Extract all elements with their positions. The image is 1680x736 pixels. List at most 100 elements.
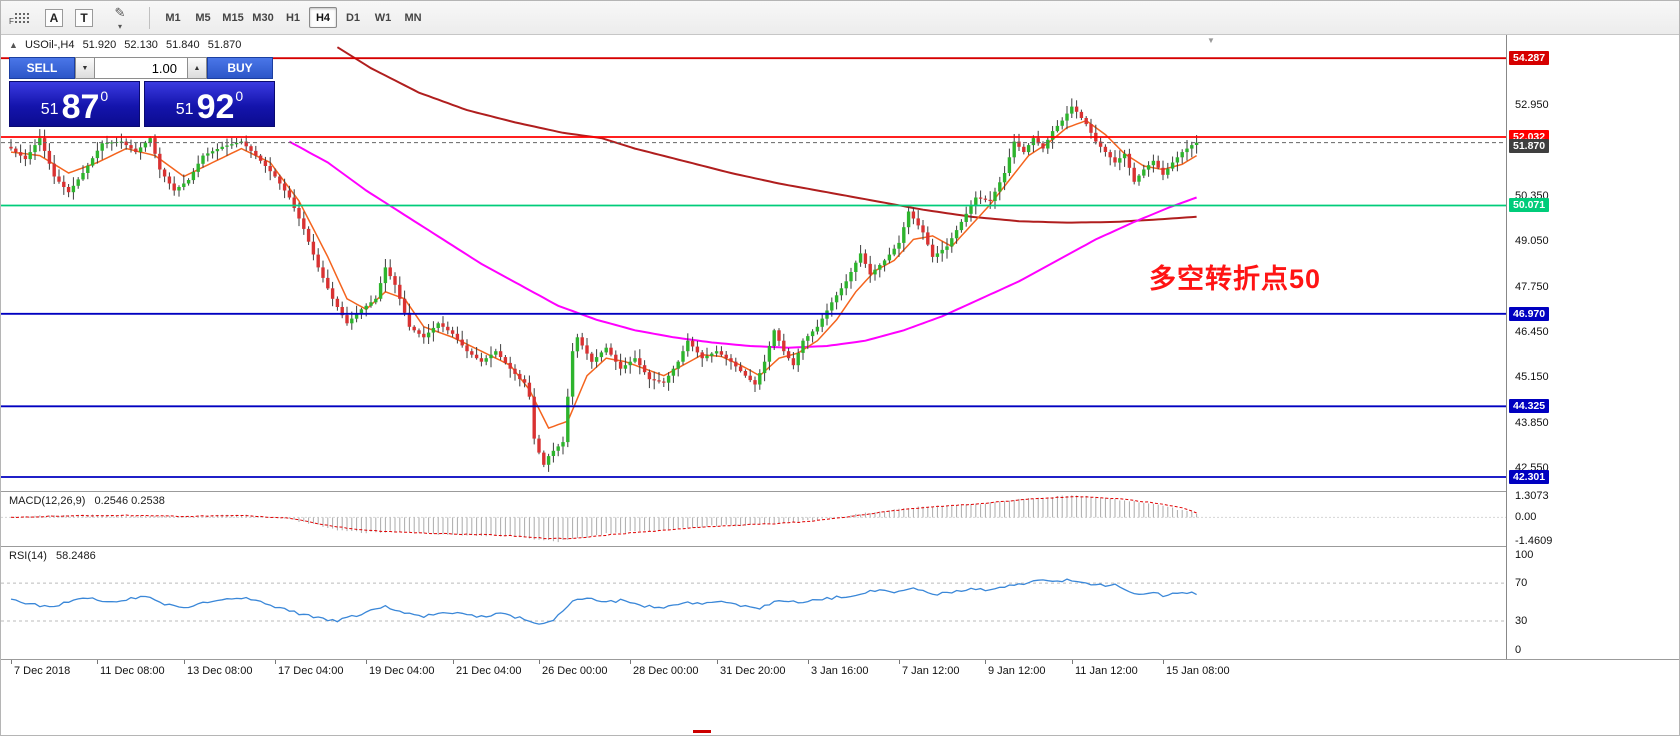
time-tick <box>275 660 276 664</box>
tf-button-m1[interactable]: M1 <box>159 7 187 28</box>
hline-badge-50.071: 50.071 <box>1509 198 1550 213</box>
panel-separator[interactable] <box>1 491 1679 492</box>
volume-increase-button[interactable]: ▲ <box>187 57 207 79</box>
symbol-label: USOil-,H4 <box>24 39 75 51</box>
tf-button-mn[interactable]: MN <box>399 7 427 28</box>
price-tick-45.150: 45.150 <box>1515 371 1549 384</box>
macd-chart-canvas[interactable] <box>1 492 1506 546</box>
pencil-icon: ✎ <box>114 4 126 20</box>
volume-decrease-button[interactable]: ▼ <box>75 57 95 79</box>
buy-price-button[interactable]: 51 92 0 <box>144 81 275 127</box>
tf-button-h1[interactable]: H1 <box>279 7 307 28</box>
time-label: 13 Dec 08:00 <box>187 665 253 677</box>
toolbar: F A T ✎ ▾ M1 M5 M15 M30 H1 H4 D1 W1 MN <box>1 1 1679 35</box>
time-tick <box>366 660 367 664</box>
bottom-strip <box>1 685 1679 735</box>
time-label: 17 Dec 04:00 <box>278 665 344 677</box>
rsi-value: 58.2486 <box>55 550 96 562</box>
time-scale[interactable]: 7 Dec 2018 11 Dec 08:00 13 Dec 08:00 17 Dec… <box>1 660 1679 685</box>
timeframe-group: M1 M5 M15 M30 H1 H4 D1 W1 MN <box>158 7 428 28</box>
bid-pipette: 0 <box>100 88 109 104</box>
time-label: 11 Jan 12:00 <box>1075 665 1138 677</box>
hline-badge-42.301: 42.301 <box>1509 469 1550 484</box>
bid-big-digits: 87 <box>61 88 100 126</box>
rsi-tick-100: 100 <box>1515 548 1534 561</box>
chart-header: ▲ USOil-,H4 51.920 52.130 51.840 51.870 <box>9 39 246 51</box>
time-tick <box>453 660 454 664</box>
chevron-down-icon: ▾ <box>117 21 122 31</box>
price-tick-43.850: 43.850 <box>1515 416 1549 429</box>
tf-button-m15[interactable]: M15 <box>219 7 247 28</box>
close-value: 51.870 <box>207 39 242 51</box>
time-tick <box>899 660 900 664</box>
time-label: 9 Jan 12:00 <box>988 665 1046 677</box>
time-tick <box>539 660 540 664</box>
price-tick-52.950: 52.950 <box>1515 98 1549 111</box>
volume-input[interactable] <box>95 57 187 79</box>
bid-price-badge: 51.870 <box>1509 138 1550 153</box>
grid-tool-button[interactable]: F <box>7 6 37 30</box>
rsi-tick-30: 30 <box>1515 615 1528 628</box>
tf-button-w1[interactable]: W1 <box>369 7 397 28</box>
time-label: 11 Dec 08:00 <box>100 665 165 677</box>
tf-button-m30[interactable]: M30 <box>249 7 277 28</box>
price-tick-46.450: 46.450 <box>1515 326 1549 338</box>
price-scale[interactable]: 52.95051.65050.35049.05047.75046.45045.1… <box>1506 35 1679 659</box>
time-tick <box>97 660 98 664</box>
bid-prefix: 51 <box>40 101 59 118</box>
rsi-title: RSI(14) <box>9 550 47 562</box>
chevron-up-icon: ▲ <box>193 64 201 72</box>
macd-label: MACD(12,26,9) 0.2546 0.2538 <box>9 495 165 507</box>
rsi-chart-canvas[interactable] <box>1 547 1506 659</box>
rsi-panel: RSI(14) 58.2486 <box>1 547 1506 659</box>
chart-shift-marker[interactable]: ▼ <box>1207 36 1215 45</box>
macd-tick-1.3073: 1.3073 <box>1515 489 1549 502</box>
trade-controls-row: SELL ▼ ▲ BUY <box>9 57 275 79</box>
hline-badge-46.970: 46.970 <box>1509 306 1550 321</box>
panel-separator[interactable] <box>1 546 1679 547</box>
letter-a-icon: A <box>45 8 63 27</box>
time-tick <box>184 660 185 664</box>
time-label: 7 Dec 2018 <box>14 665 71 677</box>
hline-badge-44.325: 44.325 <box>1509 399 1550 414</box>
time-label: 28 Dec 00:00 <box>633 665 699 677</box>
price-tick-47.750: 47.750 <box>1515 280 1549 293</box>
one-click-toggle-icon[interactable]: ▲ <box>9 40 18 50</box>
price-tick-49.050: 49.050 <box>1515 235 1549 248</box>
tf-button-d1[interactable]: D1 <box>339 7 367 28</box>
macd-tick-0.00: 0.00 <box>1515 511 1537 524</box>
rsi-tick-70: 70 <box>1515 577 1528 590</box>
text-annotation: 多空转折点50 <box>1149 264 1322 294</box>
time-label: 3 Jan 16:00 <box>811 665 869 677</box>
time-label: 31 Dec 20:00 <box>720 665 786 677</box>
sell-button[interactable]: SELL <box>9 57 75 79</box>
buy-button[interactable]: BUY <box>207 57 273 79</box>
tf-button-m5[interactable]: M5 <box>189 7 217 28</box>
time-label: 7 Jan 12:00 <box>902 665 960 677</box>
time-tick <box>808 660 809 664</box>
hline-badge-54.287: 54.287 <box>1509 51 1550 66</box>
draw-tools-button[interactable]: ✎ ▾ <box>101 4 139 31</box>
time-label: 21 Dec 04:00 <box>456 665 522 677</box>
rsi-label: RSI(14) 58.2486 <box>9 550 96 562</box>
text-tool-button[interactable]: T <box>71 6 97 30</box>
arrow-tool-button[interactable]: A <box>41 6 67 30</box>
sell-price-button[interactable]: 51 87 0 <box>9 81 140 127</box>
chevron-down-icon: ▼ <box>81 64 89 72</box>
macd-tick--1.4609: -1.4609 <box>1515 535 1553 548</box>
macd-title: MACD(12,26,9) <box>9 495 86 507</box>
macd-panel: MACD(12,26,9) 0.2546 0.2538 <box>1 492 1506 546</box>
price-chart-panel: ▲ USOil-,H4 51.920 52.130 51.840 51.870 … <box>1 35 1506 491</box>
trade-prices-row: 51 87 0 51 92 0 <box>9 81 275 127</box>
ask-prefix: 51 <box>175 101 194 118</box>
time-tick <box>1163 660 1164 664</box>
time-tick <box>11 660 12 664</box>
grid-icon-label: F <box>9 16 14 26</box>
macd-values: 0.2546 0.2538 <box>94 495 165 507</box>
time-label: 19 Dec 04:00 <box>369 665 435 677</box>
price-chart-canvas[interactable] <box>1 35 1506 491</box>
ask-pipette: 0 <box>235 88 244 104</box>
high-value: 52.130 <box>124 39 158 51</box>
tf-button-h4[interactable]: H4 <box>309 7 337 28</box>
